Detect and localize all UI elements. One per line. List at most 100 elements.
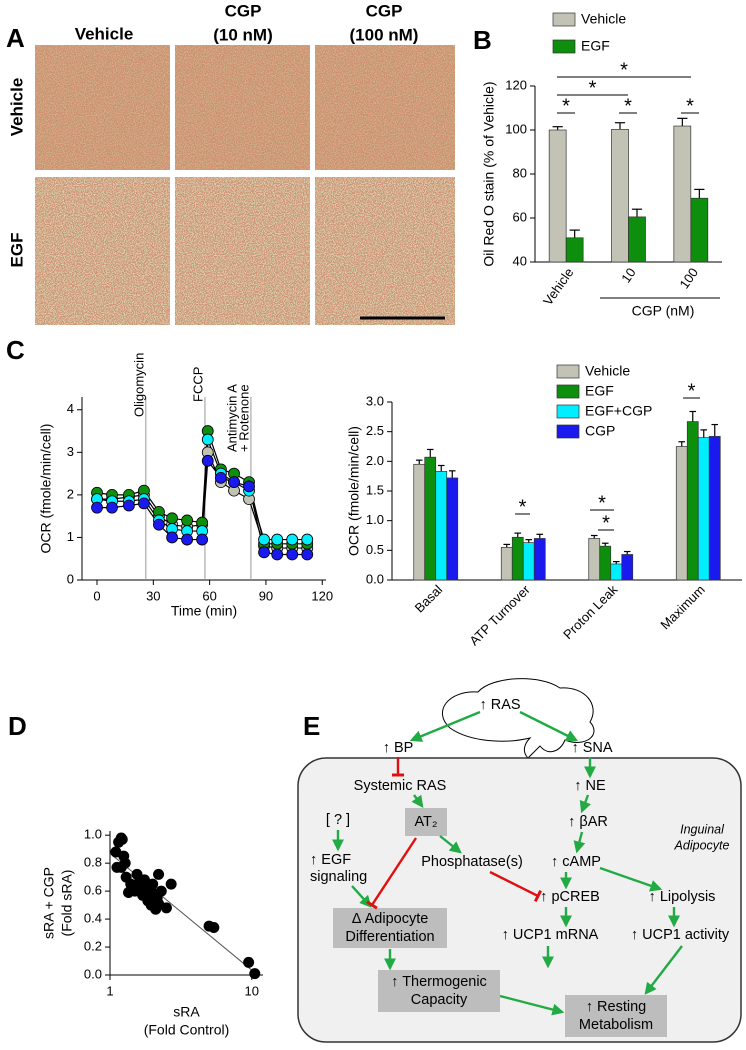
arrow [644,945,683,995]
y-tick-label: 1 [67,529,74,544]
legend-swatch [552,39,576,54]
point [160,902,172,914]
injection-label: FCCP [190,367,205,402]
x-tick-label: 1 [106,983,113,998]
bar [673,125,692,263]
y-tick-label: 0.0 [84,966,102,981]
x-tick-label: 0 [93,588,100,603]
marker [271,548,284,561]
arrow [599,866,663,892]
node: ↑ Lipolysis [649,889,716,905]
bar [697,437,710,581]
legend-swatch [556,364,580,379]
point [116,833,128,845]
y-tick-label: 80 [513,165,527,180]
y-tick-label: 60 [513,209,527,224]
node: ↑ cAMP [551,854,601,870]
node: ↑ RAS [479,697,520,713]
series-line [97,459,308,556]
marker [181,514,194,527]
significance-label: * [519,496,527,518]
bar [413,463,426,581]
marker [166,531,178,544]
node: ↑ SNA [571,740,612,756]
y-tick-label: 2 [67,486,74,501]
node: Δ Adipocyte [352,911,429,927]
marker [181,533,194,546]
significance-label: * [686,95,694,117]
group-label: CGP (nM) [632,303,695,319]
legend-label: Vehicle [581,11,626,27]
injection-label: + Rotenone [236,384,251,452]
inhibition [489,870,543,903]
y-tick-label: 1.0 [84,827,102,842]
micrograph-texture [175,45,310,170]
bar [565,237,584,263]
x-tick-label: 30 [146,588,160,603]
bar [628,216,646,263]
y-tick-label: 0.6 [84,883,102,898]
x-axis-label: Time (min) [171,603,237,619]
y-tick-label: 40 [513,253,527,268]
y-tick-label: 2.0 [366,453,384,468]
node-box [565,995,667,1037]
point [119,857,131,869]
node: Capacity [411,992,468,1008]
significance-label: * [598,492,606,514]
significance-label: * [688,380,696,402]
injection-label: Oligomycin [131,353,146,417]
node: ↑ Resting [586,999,646,1015]
legend-swatch [556,424,580,439]
y-tick-label: 4 [67,401,74,416]
bar [675,446,688,581]
y-axis-label: OCR (fmole/min/cell) [38,424,54,554]
micrograph-texture [315,177,455,325]
bar [435,471,448,581]
bar [533,538,546,581]
marker [258,546,270,559]
significance-label: * [624,95,632,117]
node: Adipocyte [674,838,730,852]
panel-e: E ↑ RAS ↑ BP ↑ SNA Systemic RAS ↑ NE [ ?… [297,678,742,1043]
brain-outline [441,678,595,759]
bar [690,197,709,263]
bar [424,456,437,581]
column-header: (10 nM) [213,25,273,44]
marker [214,471,227,484]
bar [621,554,634,581]
marker [106,501,118,514]
x-tick-label: 10 [245,983,259,998]
column-header: (100 nM) [350,25,419,44]
significance-label: * [562,95,570,117]
x-tick-label: 90 [259,588,273,603]
injection-label: Antimycin A [224,384,239,452]
node: ↑ UCP1 mRNA [502,927,599,943]
y-axis-label: OCR (fmole/min/cell) [346,426,362,556]
panel-label: E [303,711,320,741]
column-header: CGP [225,1,262,20]
bar [446,477,459,581]
column-header: CGP [366,1,403,20]
node: Inguinal [680,822,725,836]
bar [708,436,721,581]
y-axis-label: sRA + CGP [41,867,57,939]
node: Differentiation [345,929,434,945]
marker [196,533,209,546]
x-tick-label: 100 [676,265,701,291]
y-tick-label: 0 [67,571,74,586]
marker [166,512,178,525]
node: Phosphatase(s) [421,854,523,870]
legend-label: CGP [585,423,615,439]
x-axis-label: (Fold Control) [144,1022,230,1038]
legend-label: Vehicle [585,363,630,379]
significance-label: * [620,59,628,81]
x-axis-label: sRA [173,1004,200,1020]
fit-line [109,852,258,976]
marker [201,454,214,467]
y-axis-label: (Fold sRA) [59,870,75,937]
arrow [579,794,591,814]
y-tick-label: 1.5 [366,482,384,497]
arrow [519,710,579,742]
marker [286,548,299,561]
point [208,921,220,933]
